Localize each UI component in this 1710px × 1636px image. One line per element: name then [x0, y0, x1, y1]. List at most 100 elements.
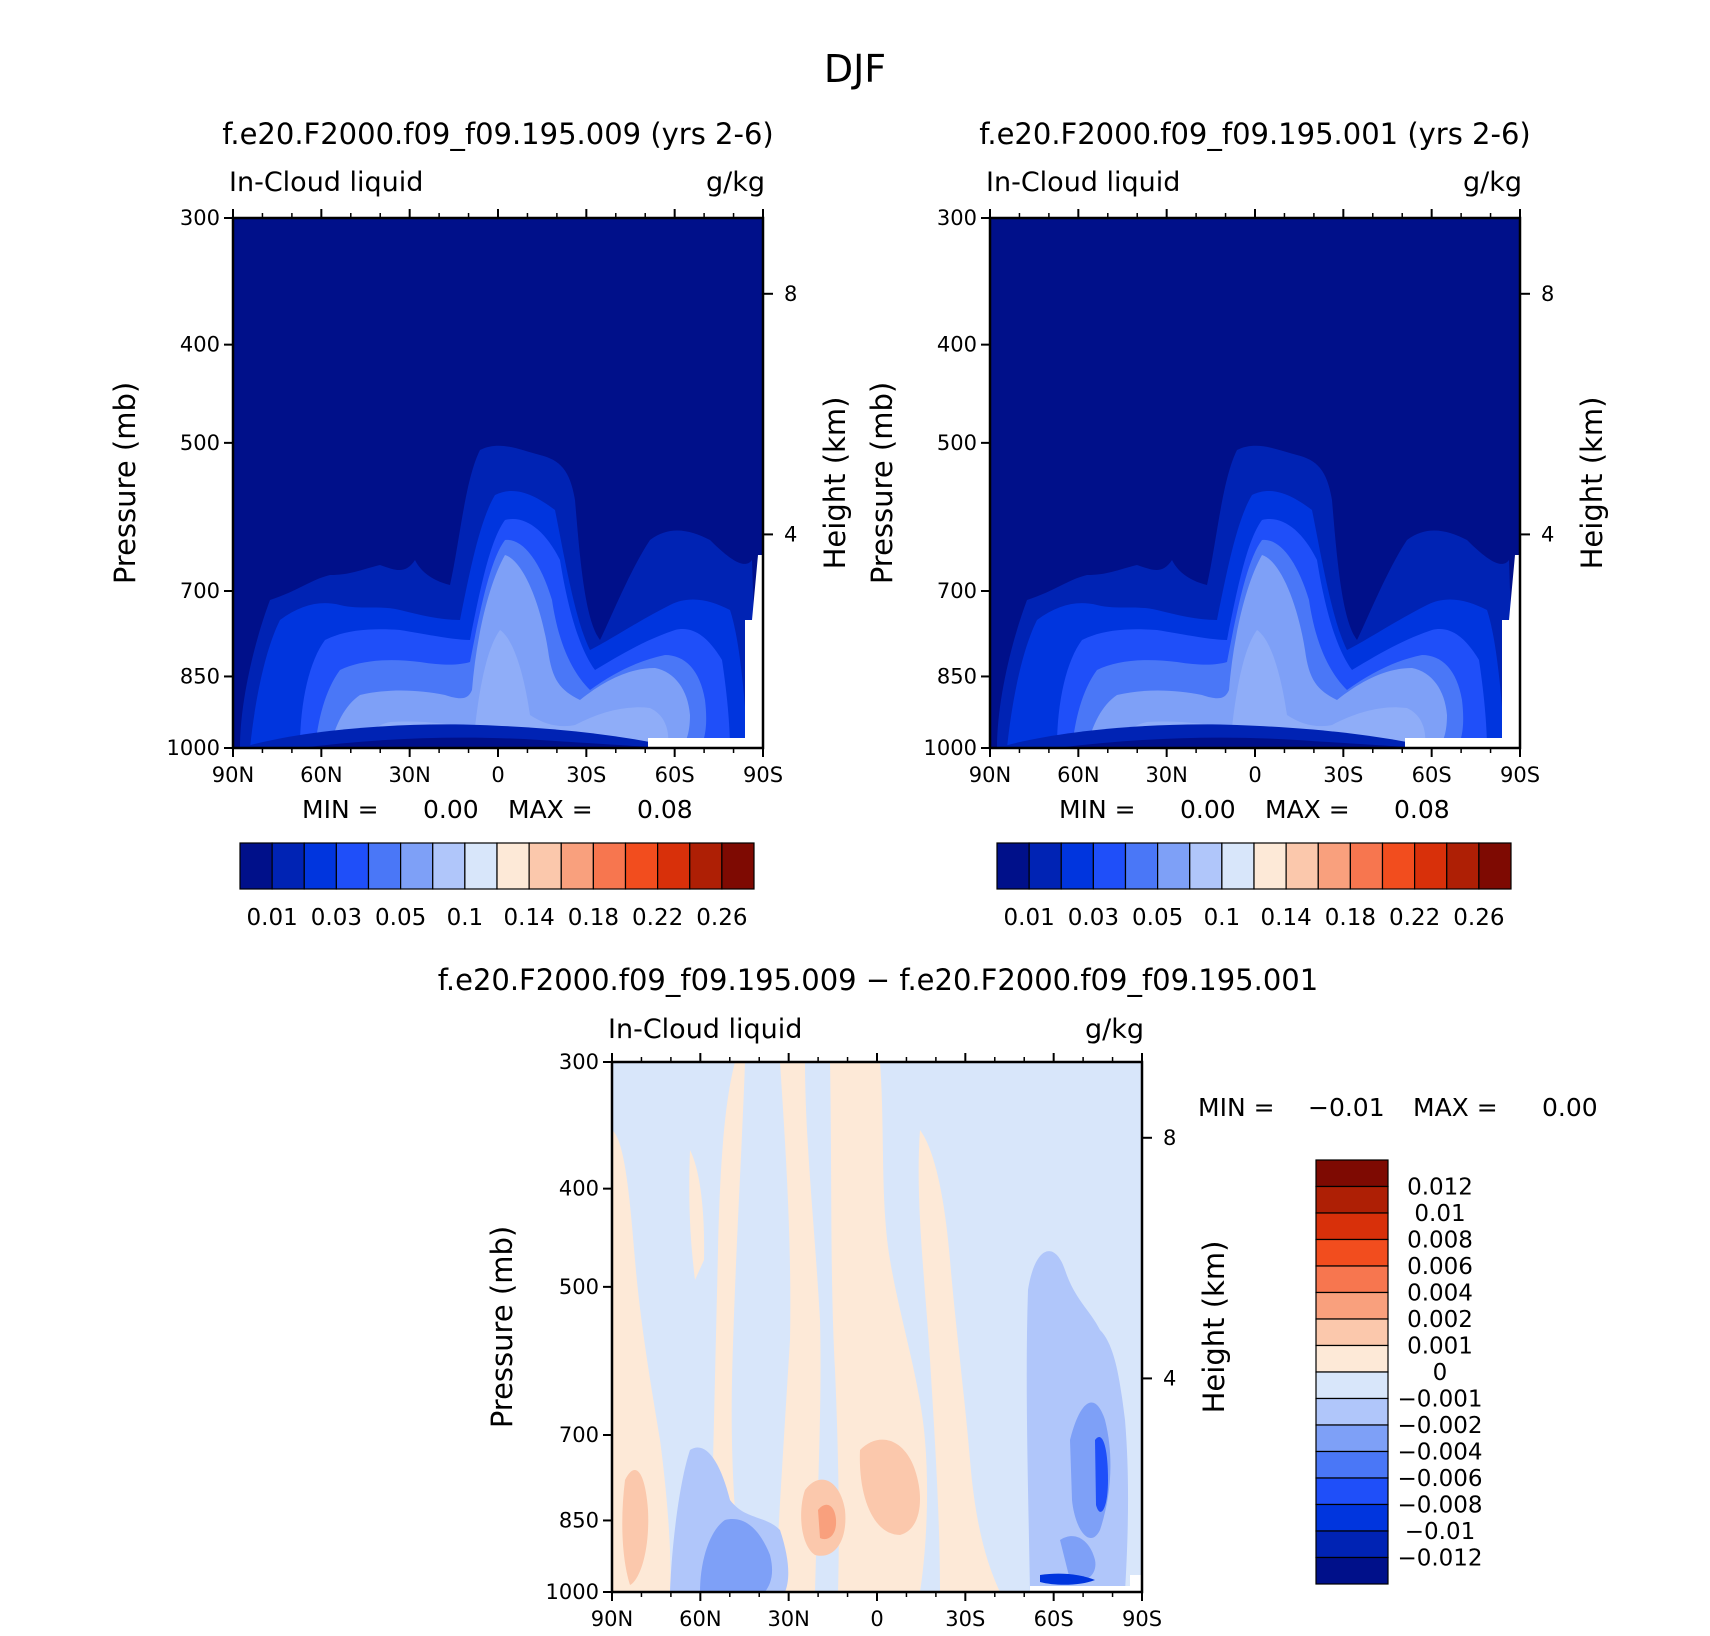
y-tick-label: 400 — [937, 333, 977, 357]
colorbar-swatch — [239, 842, 273, 890]
colorbar-swatch — [1253, 842, 1287, 890]
colorbar-swatch — [689, 842, 723, 890]
colorbar-swatch — [432, 842, 466, 890]
x-tick-label: 60N — [679, 1607, 721, 1631]
x-tick-label: 90N — [591, 1607, 633, 1631]
x-tick-label: 60S — [655, 763, 695, 787]
contour-positive-streak — [689, 1150, 705, 1280]
colorbar-swatch — [271, 842, 305, 890]
colorbar-swatch — [1092, 842, 1127, 890]
colorbar-label: −0.01 — [1405, 1519, 1475, 1545]
colorbar-swatch — [560, 842, 594, 890]
y-tick-label: 400 — [559, 1177, 599, 1201]
min-label: MIN = — [1198, 1093, 1275, 1122]
x-tick-label: 30S — [566, 763, 606, 787]
contour-positive-streak — [710, 1062, 745, 1592]
y-axis-label: Pressure (mb) — [108, 382, 142, 584]
contour-level-5 — [1087, 555, 1447, 748]
colorbar-swatch — [1315, 1371, 1389, 1400]
colorbar-swatch — [1315, 1291, 1389, 1320]
colorbar-swatch — [624, 842, 659, 890]
colorbar-swatch — [1315, 1318, 1389, 1347]
max-value: 0.00 — [1542, 1093, 1598, 1122]
y-axis-label: Pressure (mb) — [865, 382, 899, 584]
colorbar-label: 0.18 — [1325, 905, 1376, 931]
colorbar-swatch — [592, 842, 627, 890]
colorbar-swatch — [1189, 842, 1223, 890]
min-label: MIN = — [1059, 795, 1136, 824]
colorbar-label: 0.01 — [1004, 905, 1055, 931]
y-tick-label: 1000 — [924, 736, 977, 760]
x-tick-label: 0 — [491, 763, 504, 787]
y-tick-label: 700 — [180, 579, 220, 603]
colorbar-label: 0.03 — [1068, 905, 1119, 931]
colorbar-swatch — [1315, 1530, 1389, 1559]
y-tick-label: 300 — [559, 1050, 599, 1074]
colorbar-swatch — [1315, 1344, 1389, 1373]
min-value: −0.01 — [1308, 1093, 1385, 1122]
colorbar-label: 0.002 — [1407, 1307, 1473, 1333]
colorbar-label: 0.01 — [1414, 1201, 1465, 1227]
colorbar-swatch — [657, 842, 691, 890]
contour-positive-spot — [859, 1439, 920, 1535]
colorbar-label: 0.1 — [447, 905, 484, 931]
panel-difference: f.e20.F2000.f09_f09.195.009 − f.e20.F200… — [438, 963, 1598, 1631]
max-value: 0.08 — [637, 795, 693, 824]
y-tick-label: 400 — [180, 333, 220, 357]
colorbar-label: 0.05 — [375, 905, 426, 931]
contour-field — [990, 218, 1520, 748]
min-value: 0.00 — [423, 795, 479, 824]
colorbar-label: −0.001 — [1397, 1387, 1482, 1413]
y-tick-label: 700 — [559, 1423, 599, 1447]
y-tick-label: 1000 — [167, 736, 220, 760]
right-tick-label: 8 — [1541, 282, 1554, 306]
colorbar-swatch — [1315, 1238, 1389, 1267]
right-tick-label: 4 — [1163, 1366, 1176, 1390]
colorbar-swatch — [1221, 842, 1255, 890]
colorbar-swatch — [1315, 1556, 1389, 1585]
contour-positive-streak — [775, 1062, 821, 1592]
colorbar-swatch — [1285, 842, 1319, 890]
x-tick-label: 30S — [1323, 763, 1363, 787]
y-tick-label: 500 — [559, 1275, 599, 1299]
contour-positive-streak — [918, 1130, 1000, 1592]
colorbar-label: 0.05 — [1132, 905, 1183, 931]
colorbar-swatch — [1317, 842, 1351, 890]
colorbar: 0.01 0.03 0.05 0.1 0.14 0.18 0.22 0.26 — [996, 842, 1512, 931]
colorbar-swatch — [1315, 1450, 1389, 1479]
colorbar-label: 0.006 — [1407, 1254, 1473, 1280]
colorbar-label: 0.004 — [1407, 1281, 1473, 1307]
colorbar-swatch — [1349, 842, 1384, 890]
colorbar-label: 0.14 — [504, 905, 555, 931]
y-axis-right-label: Height (km) — [818, 397, 852, 570]
y-tick-label: 1000 — [546, 1580, 599, 1604]
colorbar-swatch — [303, 842, 337, 890]
axes: 300 400 500 700 850 1000 90N 60N 30N 0 30S 60S 90S 8 4 — [924, 206, 1555, 787]
colorbar-label: 0.22 — [1389, 905, 1440, 931]
right-tick-label: 4 — [1541, 522, 1554, 546]
min-value: 0.00 — [1180, 795, 1236, 824]
colorbar-swatch — [1381, 842, 1416, 890]
x-tick-label: 30N — [388, 763, 430, 787]
contour-positive-spot — [818, 1504, 837, 1540]
contour-field — [612, 1062, 1142, 1592]
y-tick-label: 300 — [937, 206, 977, 230]
panel-title: f.e20.F2000.f09_f09.195.001 (yrs 2-6) — [979, 117, 1530, 151]
contour-positive-streak — [612, 1130, 671, 1592]
contour-level-6 — [360, 630, 669, 748]
contour-positive-spot — [622, 1470, 649, 1585]
x-tick-label: 90S — [1122, 1607, 1162, 1631]
units-label: g/kg — [1463, 167, 1522, 198]
colorbar-swatch — [1446, 842, 1480, 890]
colorbar-swatch — [464, 842, 498, 890]
colorbar-swatch — [721, 842, 755, 890]
colorbar-label: −0.012 — [1397, 1546, 1482, 1572]
colorbar-swatch — [1315, 1185, 1389, 1214]
variable-label: In-Cloud liquid — [986, 167, 1180, 198]
x-tick-label: 60S — [1034, 1607, 1074, 1631]
colorbar-swatch — [1315, 1159, 1389, 1188]
colorbar-label: 0.012 — [1407, 1175, 1473, 1201]
colorbar-label: 0.22 — [632, 905, 683, 931]
contour-level-5 — [330, 555, 690, 748]
y-tick-label: 850 — [937, 664, 977, 688]
